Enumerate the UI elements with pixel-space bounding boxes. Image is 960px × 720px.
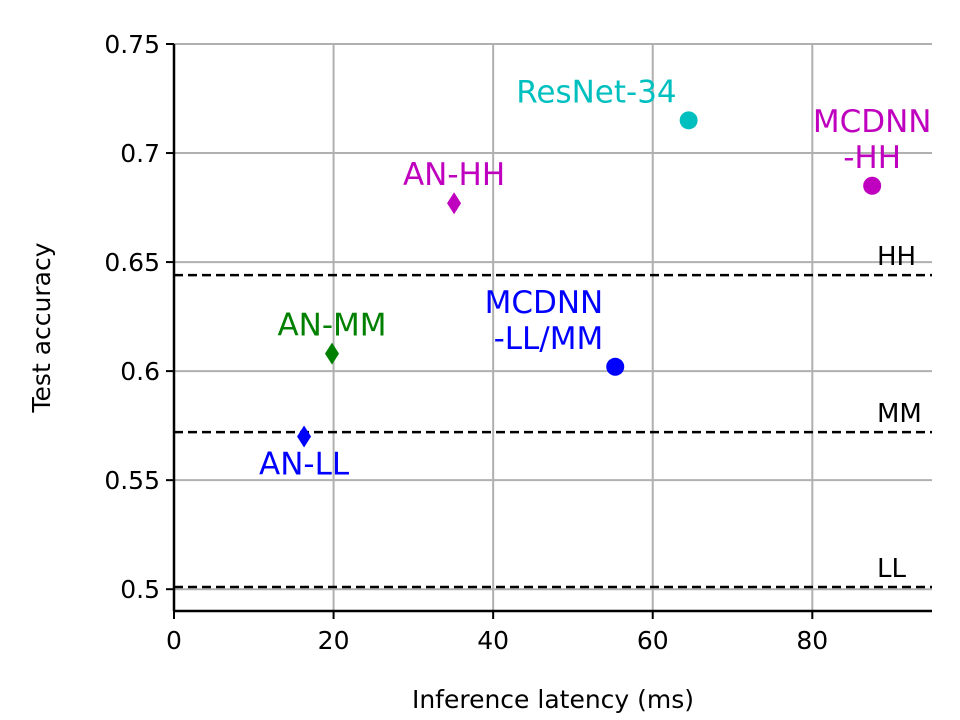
reference-label-ll: LL [877,554,906,584]
y-tick-label: 0.6 [120,357,160,386]
point-an-mm [324,342,339,365]
point-an-ll [297,425,312,448]
y-axis-label: Test accuracy [27,242,56,413]
x-tick-label: 40 [477,626,509,655]
annotation-line: -HH [843,140,901,176]
annotation-line: AN-LL [259,447,350,483]
point-mcdnn-ll-mm [606,357,625,376]
data-points [297,111,882,448]
annotation-an-ll: AN-LL [259,447,350,483]
reference-lines: HH MM LL [174,242,932,589]
annotation-mcdnn-ll-mm: MCDNN -LL/MM [485,285,604,357]
tick-labels: 0 20 40 60 80 0.5 0.55 0.6 0.65 0.7 0.75 [104,30,828,655]
x-axis-label: Inference latency (ms) [412,685,694,714]
point-mcdnn-hh [863,176,882,195]
reference-label-mm: MM [877,399,922,429]
annotation-line: MCDNN [485,285,604,321]
axes [166,43,932,619]
annotation-line: -LL/MM [494,321,604,357]
annotation-an-hh: AN-HH [403,157,505,193]
annotation-line: AN-HH [403,157,505,193]
annotation-line: MCDNN [813,104,932,140]
y-tick-label: 0.65 [104,248,160,277]
y-tick-label: 0.55 [104,466,160,495]
reference-label-hh: HH [877,242,916,272]
point-resnet-34 [679,111,698,130]
x-tick-label: 60 [637,626,669,655]
x-tick-label: 0 [166,626,182,655]
y-tick-label: 0.7 [120,139,160,168]
y-tick-label: 0.5 [120,575,160,604]
grid [173,43,932,611]
annotation-mcdnn-hh: MCDNN -HH [813,104,932,176]
annotation-an-mm: AN-MM [277,308,386,344]
annotation-line: AN-MM [277,308,386,344]
x-tick-label: 20 [318,626,350,655]
annotation-line: ResNet-34 [516,74,676,110]
point-an-hh [447,192,462,215]
x-tick-label: 80 [796,626,828,655]
annotation-resnet-34: ResNet-34 [516,74,676,110]
y-tick-label: 0.75 [104,30,160,59]
